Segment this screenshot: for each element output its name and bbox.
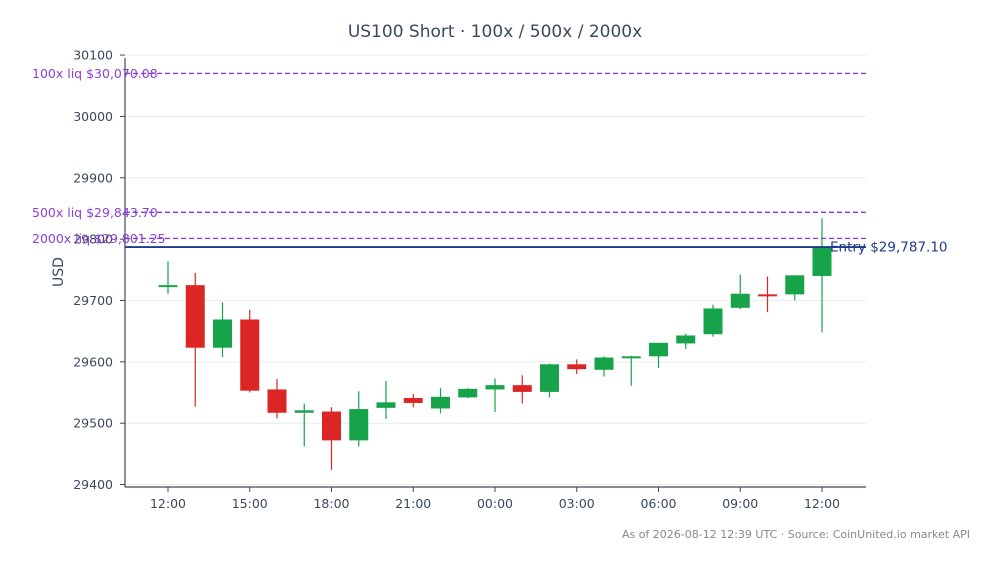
candle-body	[540, 364, 559, 392]
chart-title: US100 Short · 100x / 500x / 2000x	[348, 22, 642, 42]
y-tick-label: 29700	[73, 293, 113, 308]
candle-body	[185, 285, 205, 348]
candle-body	[458, 388, 478, 398]
x-tick-label: 06:00	[640, 496, 676, 511]
grid-lines	[125, 54, 866, 486]
candle-body	[213, 319, 232, 348]
candle-body	[267, 389, 287, 413]
x-tick-label: 00:00	[477, 496, 513, 511]
candle-body	[349, 409, 369, 441]
axes: 29400 29500 29600 29700 29800 29900 30000 30100…	[73, 48, 866, 511]
candle-body	[676, 335, 696, 344]
liquidation-label: 100x liq $30,070.08	[32, 66, 158, 81]
y-tick-label: 29500	[73, 416, 113, 431]
source-note: As of 2026-08-12 12:39 UTC · Source: Coi…	[622, 528, 970, 541]
y-tick-label: 30100	[73, 48, 113, 63]
entry-label: Entry $29,787.10	[830, 240, 948, 256]
x-tick-label: 12:00	[804, 496, 840, 511]
candle-body	[594, 357, 614, 370]
liquidation-label: 500x liq $29,843.70	[32, 205, 158, 220]
candle-body	[431, 396, 450, 409]
candle-body	[294, 410, 314, 413]
candle-body	[649, 342, 668, 357]
candle-body	[322, 411, 341, 441]
liquidation-label: 2000x liq $29,801.25	[32, 231, 166, 246]
candle-body	[158, 285, 178, 288]
level-labels: 100x liq $30,070.08 500x liq $29,843.70 20…	[32, 66, 166, 246]
x-tick-label: 09:00	[722, 496, 758, 511]
y-tick-label: 30000	[73, 109, 113, 124]
y-tick-label: 29400	[73, 477, 113, 492]
entry-level: Entry $29,787.10	[125, 240, 948, 256]
x-tick-label: 03:00	[559, 496, 595, 511]
candle-body	[785, 275, 805, 295]
candle-body	[567, 364, 587, 370]
x-tick-label: 18:00	[313, 496, 349, 511]
candle-body	[485, 385, 505, 390]
candles	[158, 218, 832, 470]
candle-body	[621, 356, 641, 359]
candle-body	[403, 398, 423, 403]
y-tick-label: 29800	[73, 232, 113, 247]
candle-body	[812, 246, 832, 276]
candle-body	[376, 402, 396, 408]
candle-body	[240, 319, 260, 391]
candle-body	[703, 308, 723, 335]
x-tick-label: 12:00	[150, 496, 186, 511]
y-axis-label: USD	[51, 257, 67, 287]
x-tick-label: 21:00	[395, 496, 431, 511]
candle-body	[730, 293, 750, 308]
liquidation-levels	[125, 72, 866, 240]
x-tick-label: 15:00	[232, 496, 268, 511]
y-tick-label: 29600	[73, 354, 113, 369]
y-tick-label: 29900	[73, 170, 113, 185]
candle-body	[758, 294, 777, 297]
candle-body	[512, 385, 532, 392]
